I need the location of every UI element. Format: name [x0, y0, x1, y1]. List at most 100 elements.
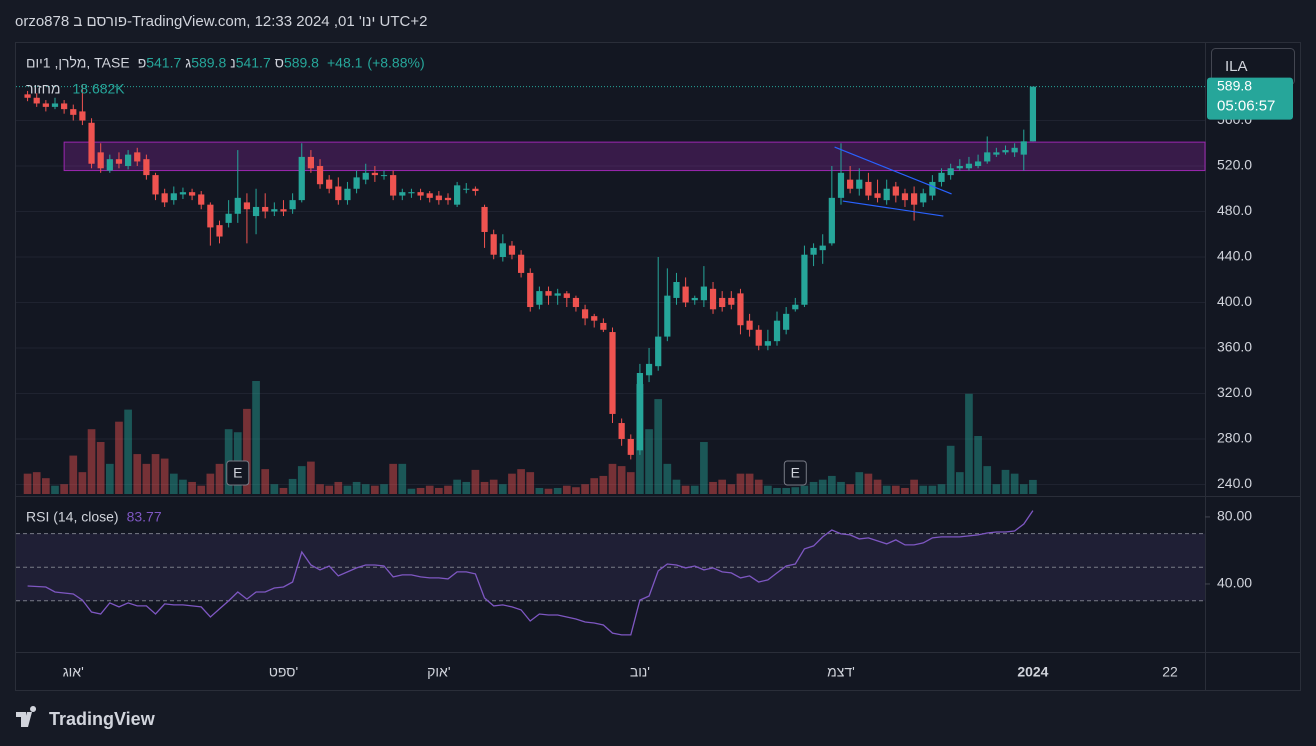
- ohlc-label: ג: [185, 55, 191, 71]
- candle-body: [490, 234, 497, 255]
- x-tick-label: אוק': [427, 664, 450, 680]
- volume-bar: [626, 472, 635, 494]
- candle-body: [636, 372, 644, 451]
- candle-body: [746, 320, 753, 330]
- volume-bar: [160, 458, 169, 494]
- candle-body: [645, 363, 653, 376]
- candle-body: [298, 156, 305, 201]
- candle-body: [545, 291, 552, 296]
- candle-body: [536, 291, 543, 305]
- candle-body: [435, 195, 442, 201]
- ohlc-label: ס: [275, 55, 284, 71]
- x-tick-label: נוב': [630, 664, 650, 680]
- candle-body: [408, 192, 415, 194]
- candle-body: [380, 175, 388, 177]
- volume-label: מחזור: [26, 81, 60, 97]
- volume-bar: [526, 472, 535, 494]
- brand: TradingView: [49, 709, 156, 729]
- volume-bar: [471, 469, 480, 494]
- volume-bar: [608, 463, 617, 494]
- volume-bar: [1019, 484, 1028, 494]
- candle-body: [417, 192, 424, 196]
- change: +48.1: [327, 55, 363, 71]
- volume-bar: [215, 463, 224, 494]
- candle-body: [563, 293, 570, 298]
- ohlc-value: 589.8: [284, 55, 319, 71]
- candle-body: [554, 293, 561, 296]
- y-tick-label: 240.0: [1217, 475, 1252, 491]
- y-tick-label: 520.0: [1217, 157, 1252, 173]
- volume-bar: [23, 473, 32, 494]
- price-tag-value: 589.8: [1217, 77, 1252, 93]
- trendline: [834, 146, 952, 195]
- volume-bar: [599, 475, 608, 494]
- candle-body: [134, 152, 141, 162]
- volume-bar: [69, 455, 78, 494]
- y-tick-label: 280.0: [1217, 430, 1252, 446]
- candle-body: [481, 206, 488, 232]
- candle-body: [1029, 86, 1037, 142]
- volume-bar: [700, 442, 708, 494]
- volume-bar: [197, 485, 206, 494]
- volume-bar: [517, 469, 525, 494]
- candle-body: [444, 197, 452, 201]
- candle-body: [691, 297, 698, 301]
- candle-body: [61, 103, 68, 110]
- volume-bar: [974, 435, 982, 494]
- ohlc-value: 541.7: [146, 55, 181, 71]
- candle-body: [947, 168, 954, 176]
- volume-bar: [407, 488, 416, 494]
- x-tick-label: אוג': [63, 664, 84, 680]
- volume-bar: [690, 485, 699, 494]
- candle-body: [207, 204, 214, 228]
- candle-body: [709, 288, 717, 310]
- candle-body: [463, 188, 470, 190]
- volume-bar: [955, 472, 964, 494]
- volume-bar: [115, 421, 123, 494]
- candle-body: [929, 181, 936, 196]
- volume-bar: [873, 479, 882, 494]
- candle-body: [508, 245, 516, 255]
- candle-body: [326, 179, 333, 189]
- y-tick-label: 480.0: [1217, 202, 1252, 218]
- candle-body: [252, 206, 260, 217]
- candle-body: [97, 152, 104, 169]
- candle-body: [600, 322, 607, 330]
- candle-body: [920, 193, 927, 203]
- volume-bar: [782, 487, 790, 494]
- volume-bar: [654, 399, 663, 494]
- symbol: מלרן, 1יום, TASE: [26, 55, 130, 71]
- currency[interactable]: ILA: [1225, 58, 1248, 75]
- change-percent: (+8.88%): [367, 55, 424, 71]
- volume-bar: [508, 473, 516, 494]
- volume-bar: [855, 472, 864, 494]
- volume-bar: [151, 454, 160, 494]
- volume-bar: [919, 485, 928, 494]
- candle-body: [901, 193, 909, 201]
- volume-bar: [562, 485, 571, 494]
- candle-body: [517, 254, 525, 273]
- volume-bar: [928, 485, 937, 494]
- candle-body: [33, 97, 40, 104]
- candle-body: [1002, 150, 1009, 153]
- candle-body: [499, 243, 506, 257]
- volume-bar: [581, 484, 589, 494]
- candle-body: [371, 172, 378, 176]
- candle-body: [865, 181, 872, 196]
- candle-body: [682, 286, 689, 303]
- volume-bar: [709, 481, 717, 494]
- candle-body: [70, 109, 77, 115]
- volume-bar: [416, 487, 425, 494]
- candle-body: [728, 297, 735, 305]
- volume-bar: [297, 466, 306, 494]
- candle-body: [527, 272, 534, 308]
- candle-body: [764, 341, 771, 346]
- volume-bar: [96, 442, 105, 494]
- candle-body: [335, 186, 342, 201]
- candle-body: [828, 197, 835, 244]
- volume-bar: [736, 473, 745, 494]
- candle-body: [627, 438, 634, 455]
- volume-bar: [809, 481, 818, 494]
- candle-body: [198, 194, 205, 205]
- candle-body: [426, 193, 433, 198]
